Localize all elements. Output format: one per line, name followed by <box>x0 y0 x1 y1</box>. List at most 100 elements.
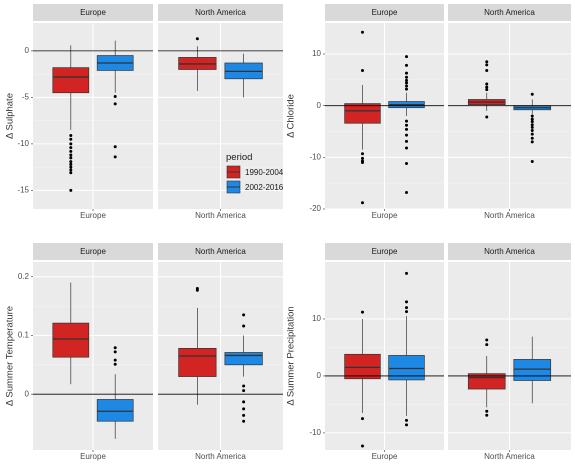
outlier-point <box>530 132 534 136</box>
facet-north-america: North America North America <box>448 4 571 220</box>
outlier-point <box>242 384 246 388</box>
outlier-point <box>113 350 117 354</box>
outlier-point <box>405 162 409 166</box>
outlier-point <box>69 142 73 146</box>
box-iqr <box>344 353 381 380</box>
y-tick-label: 10 <box>312 49 321 58</box>
outlier-point <box>530 159 534 163</box>
outlier-point <box>360 310 364 314</box>
box-2002-2016 <box>388 55 425 194</box>
outlier-point <box>485 63 489 67</box>
box-1990-2004 <box>467 60 506 119</box>
facet-strip <box>325 4 444 21</box>
y-tick-label: 0 <box>25 46 30 55</box>
outlier-point <box>69 153 73 157</box>
outlier-point <box>485 115 489 119</box>
outlier-point <box>405 310 409 314</box>
outlier-point <box>69 171 73 175</box>
y-tick-label: -5 <box>22 93 30 102</box>
outlier-point <box>360 444 364 448</box>
outlier-point <box>530 92 534 96</box>
box-2002-2016 <box>388 271 425 427</box>
facet-strip-label: Europe <box>80 8 106 17</box>
x-tick-label: Europe <box>80 211 106 220</box>
outlier-point <box>360 417 364 421</box>
outlier-point <box>405 119 409 123</box>
facet-strip <box>158 4 283 21</box>
outlier-point <box>405 71 409 75</box>
facet-strip <box>158 243 283 260</box>
legend: period 1990-2004 2002-2016 <box>226 152 284 194</box>
outlier-point <box>242 313 246 317</box>
facet-strip-label: Europe <box>80 247 106 256</box>
y-tick-label: -20 <box>309 204 321 213</box>
legend-label: 2002-2016 <box>245 183 284 192</box>
outlier-point <box>69 188 73 192</box>
outlier-point <box>405 146 409 150</box>
y-axis-label: Δ Summer Precipitation <box>286 306 297 405</box>
outlier-point <box>405 423 409 427</box>
y-tick-label: -10 <box>309 152 321 161</box>
facet-north-america: North America North America <box>158 243 283 461</box>
outlier-point <box>405 300 409 304</box>
outlier-point <box>405 133 409 137</box>
facet-strip-label: Europe <box>372 247 398 256</box>
outlier-point <box>69 146 73 150</box>
facet-europe: Europe Europe <box>33 243 153 461</box>
outlier-point <box>405 123 409 127</box>
outlier-point <box>405 84 409 88</box>
x-tick-label: North America <box>195 211 246 220</box>
outlier-point <box>69 160 73 164</box>
outlier-point <box>69 134 73 138</box>
outlier-point <box>113 145 117 149</box>
outlier-point <box>485 88 489 92</box>
outlier-point <box>113 155 117 159</box>
outlier-point <box>485 69 489 73</box>
facet-europe: Europe Europe <box>325 4 444 220</box>
outlier-point <box>360 69 364 73</box>
outlier-point <box>485 60 489 64</box>
box-2002-2016 <box>513 336 552 404</box>
x-tick-label: Europe <box>80 452 106 461</box>
x-tick-label: Europe <box>372 211 398 220</box>
chart-2: Δ Chloride 10 0 -10 -20 Europe Europe North Ame… <box>286 4 571 220</box>
facet-strip <box>33 4 153 21</box>
outlier-point <box>405 87 409 91</box>
outlier-point <box>530 136 534 140</box>
legend-label: 1990-2004 <box>245 168 284 177</box>
box-1990-2004 <box>178 37 217 91</box>
y-tick-label: -15 <box>17 186 29 195</box>
legend-title: period <box>226 152 252 163</box>
facet-strip <box>33 243 153 260</box>
box-iqr <box>96 399 134 422</box>
outlier-point <box>195 288 199 292</box>
chart-3: Δ Summer Temperature 0.2 0.1 0 Europe Europe N… <box>5 243 283 461</box>
facet-strip-label: North America <box>195 8 246 17</box>
y-tick-label: -10 <box>309 428 321 437</box>
chart-4: Δ Summer Precipitation 100-10EuropeEurope… <box>286 243 571 461</box>
box-iqr <box>344 103 381 124</box>
box-2002-2016 <box>96 346 134 439</box>
box-iqr <box>52 322 90 358</box>
y-tick-label: 0 <box>25 389 30 398</box>
outlier-point <box>360 152 364 156</box>
box-1990-2004 <box>52 282 90 385</box>
x-tick-label: North America <box>195 452 246 461</box>
outlier-point <box>530 114 534 118</box>
box-2002-2016 <box>96 40 134 159</box>
outlier-point <box>113 358 117 362</box>
outlier-point <box>242 324 246 328</box>
facet-strip-label: North America <box>484 8 535 17</box>
outlier-point <box>69 168 73 172</box>
outlier-point <box>69 149 73 153</box>
box-iqr <box>52 67 90 94</box>
outlier-point <box>405 306 409 310</box>
y-tick-label: -10 <box>17 139 29 148</box>
box-2002-2016 <box>224 53 263 98</box>
outlier-point <box>405 81 409 85</box>
outlier-point <box>485 85 489 89</box>
outlier-point <box>485 413 489 417</box>
outlier-point <box>113 362 117 366</box>
outlier-point <box>113 102 117 106</box>
